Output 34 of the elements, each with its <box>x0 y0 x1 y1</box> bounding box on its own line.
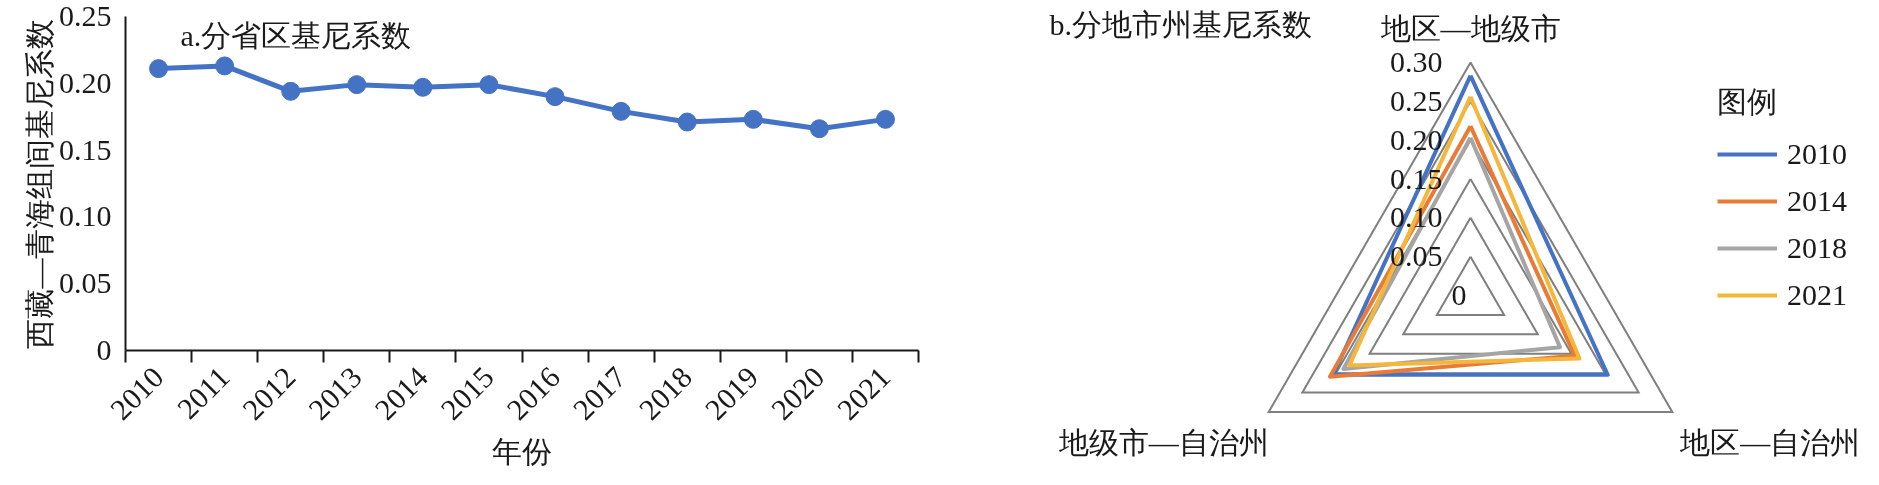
chart-title: b.分地市州基尼系数 <box>1049 8 1312 41</box>
y-tick-label: 0 <box>96 333 112 366</box>
x-axis-title: 年份 <box>492 435 552 469</box>
point <box>875 109 895 129</box>
y-tick-label: 0.25 <box>1390 83 1443 117</box>
y-tick-label: 0.25 <box>59 0 112 32</box>
spoke-label: 地区—地级市 <box>1379 11 1561 45</box>
x-tick-label: 2011 <box>170 360 236 426</box>
point <box>281 81 301 101</box>
y-axis-title: 西藏—青海组间基尼系数 <box>23 18 56 349</box>
spoke-label: 地区—自治州 <box>1679 426 1861 459</box>
y-tick-label: 0 <box>1451 278 1467 311</box>
spoke-label: 地级市—自治州 <box>1057 426 1269 459</box>
point <box>479 75 499 95</box>
point <box>809 119 829 139</box>
chart-title: a.分省区基尼系数 <box>180 18 412 52</box>
legend-label: 2021 <box>1787 278 1847 312</box>
y-tick-label: 0.05 <box>59 266 112 300</box>
point <box>743 109 763 129</box>
point <box>413 77 433 97</box>
y-tick-label: 0.10 <box>59 199 112 233</box>
y-tick-label: 0.30 <box>1390 45 1443 78</box>
legend-label: 2018 <box>1787 231 1847 265</box>
point <box>149 59 169 79</box>
legend-title: 图例 <box>1717 84 1778 120</box>
legend-label: 2014 <box>1787 184 1847 218</box>
legend-label: 2010 <box>1787 137 1847 171</box>
y-tick-label: 0.20 <box>59 65 112 99</box>
y-tick-label: 0.15 <box>59 132 112 166</box>
point <box>545 87 565 107</box>
point <box>677 112 697 132</box>
point <box>347 75 367 95</box>
point <box>611 101 631 121</box>
point <box>215 56 235 76</box>
